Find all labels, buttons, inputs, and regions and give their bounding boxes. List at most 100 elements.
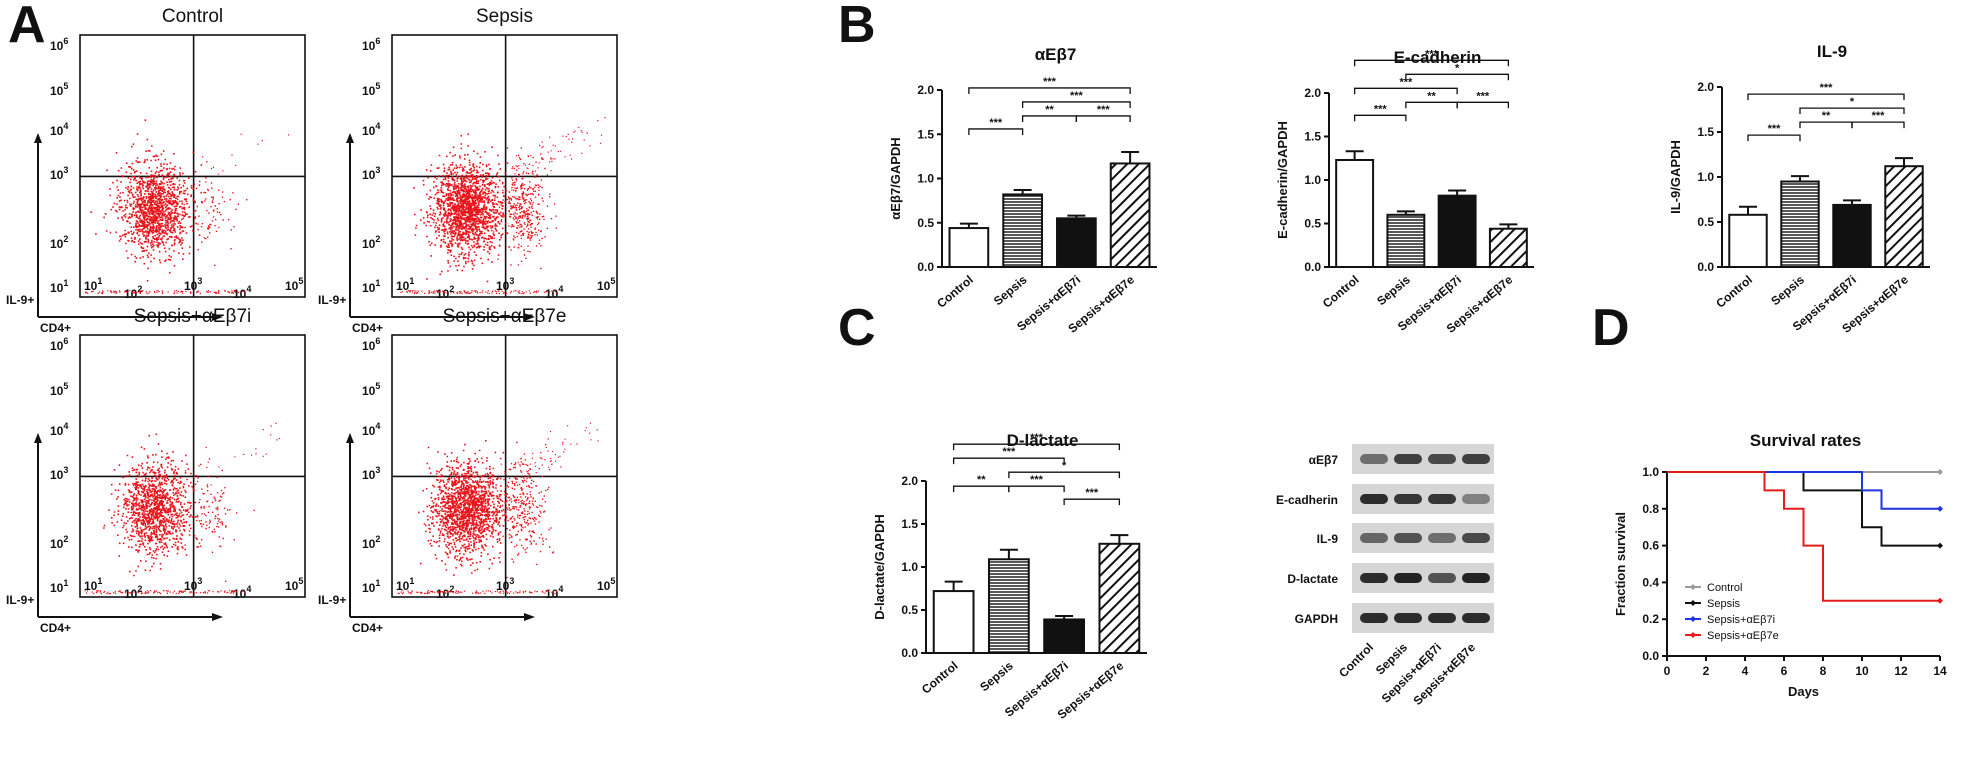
x-decade-label: 104 [545,284,563,301]
significance-bracket [1021,101,1131,108]
bar-0 [948,227,990,268]
bar-0 [932,590,975,655]
significance-bracket [1075,115,1131,122]
significance-label: *** [1872,110,1886,122]
y-decade-label: 101 [362,278,380,295]
blot-band [1428,494,1456,504]
bar-2 [1437,194,1477,268]
bar-0 [1335,158,1375,269]
bar-2 [1056,217,1097,268]
blot-band [1428,613,1456,623]
x-decade-label: 105 [597,276,615,293]
dot-plot-title: Sepsis [476,6,533,27]
significance-label: *** [1043,76,1057,88]
blot-band [1462,494,1490,504]
axis-label-x: CD4+ [40,321,71,335]
event-dots [84,119,290,295]
dot-plot-title: Sepsis+αEβ7i [134,306,252,327]
axis-label-y: IL-9+ [6,593,34,607]
y-tick-label: 0.0 [917,260,934,274]
y-decade-label: 102 [50,534,68,551]
x-decade-label: 104 [545,584,563,601]
y-axis-label: IL-9/GAPDH [1668,140,1683,214]
y-tick-label: 0.4 [1642,575,1659,589]
chart-title: Survival rates [1750,431,1862,450]
dot-plot-3: Sepsis+αEβ7e IL-9+ CD4+ 101 102 103 104 105 106 1… [318,306,618,635]
blot-lane-label: Sepsis+αEβ7e [1410,640,1478,708]
significance-label: *** [1030,432,1044,444]
plot-frame [79,34,306,298]
y-decade-label: 102 [50,234,68,251]
y-tick-label: 1.5 [917,127,934,141]
significance-bracket [1747,93,1905,101]
censor-marker [1937,542,1943,549]
category-label: Sepsis [1768,272,1807,308]
y-decade-label: 106 [50,336,68,353]
censor-marker [1937,469,1943,475]
y-tick-label: 1.0 [1642,465,1659,479]
significance-bracket [1405,101,1458,109]
y-decade-label: 103 [50,165,68,182]
bar-chart-0: αEβ7 0.0 0.5 1.0 1.5 2.0 αEβ7/GAPDH Control Seps… [888,45,1157,336]
x-tick-label: 0 [1664,664,1671,678]
panel-letter-c: C [838,299,876,357]
y-tick-label: 0.0 [901,646,918,660]
significance-bracket [1405,73,1510,81]
y-decade-label: 104 [362,421,380,438]
western-blot-panel: αEβ7 E-cadherin IL-9 D-lactate GAPDH Control S… [1276,444,1494,708]
axis-label-x: CD4+ [40,621,71,635]
x-axis-label: Days [1788,684,1819,699]
x-tick-label: 10 [1855,664,1869,678]
chart-title: αEβ7 [1035,45,1077,64]
y-decade-label: 102 [362,234,380,251]
plot-frame [391,334,618,598]
x-tick-label: 8 [1820,664,1827,678]
blot-band [1360,533,1388,543]
event-dot-cloud [84,119,290,295]
blot-band-label: D-lactate [1287,572,1338,586]
bar-0 [1728,213,1768,269]
significance-bracket [1799,121,1853,129]
x-tick-label: 14 [1933,664,1947,678]
blot-band [1360,494,1388,504]
significance-label: * [1850,96,1855,108]
significance-label: *** [1097,104,1111,116]
blot-band [1360,573,1388,583]
censor-marker [1937,597,1943,604]
blot-band [1462,454,1490,464]
dot-plot-title: Control [162,6,223,27]
y-tick-label: 0.0 [1697,260,1714,274]
event-dot-cloud [397,422,599,595]
survival-line-3 [1667,471,1940,602]
significance-label: *** [1425,48,1439,60]
x-tick-label: 2 [1703,664,1710,678]
bar-chart-1: E-cadherin 0.0 0.5 1.0 1.5 2.0 E-cadherin/GAPD… [1275,48,1534,336]
bar-3 [1488,227,1528,268]
significance-bracket [1456,101,1510,109]
y-decade-label: 106 [50,36,68,53]
y-decade-label: 103 [362,165,380,182]
blot-band [1360,613,1388,623]
y-tick-label: 1.0 [1697,170,1714,184]
y-decade-label: 102 [362,534,380,551]
y-tick-label: 1.5 [1304,130,1321,144]
y-tick-label: 0.5 [901,603,918,617]
y-decade-label: 101 [50,578,68,595]
y-tick-label: 0.6 [1642,539,1659,553]
y-decade-label: 106 [362,336,380,353]
blot-band [1462,613,1490,623]
axis-label-y: IL-9+ [318,593,346,607]
blot-band-label: E-cadherin [1276,493,1338,507]
bar-2 [1832,203,1872,268]
chart-title: IL-9 [1817,42,1847,61]
event-dots [400,117,606,295]
y-tick-label: 1.0 [1304,173,1321,187]
dot-plot-0: Control IL-9+ CD4+ 101 102 103 104 105 106 101 102… [6,6,306,335]
y-decade-label: 104 [362,121,380,138]
blot-band [1462,533,1490,543]
y-decade-label: 101 [50,278,68,295]
y-tick-label: 2.0 [1697,80,1714,94]
arrow-head-icon [34,433,42,443]
significance-bracket [1021,115,1078,122]
survival-line-2 [1667,471,1940,510]
